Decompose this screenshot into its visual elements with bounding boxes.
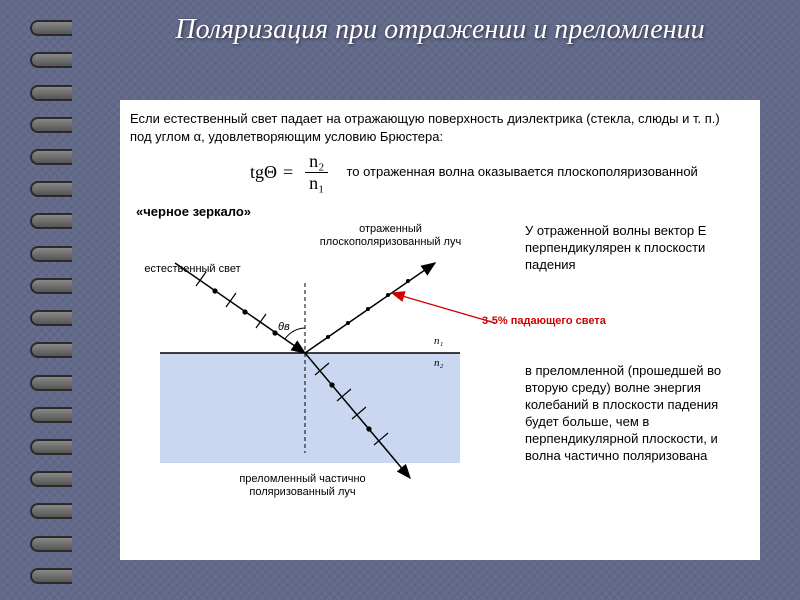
brewster-formula: tgΘ = n₂ n₁: [250, 151, 328, 194]
refracted-label: преломленный частично поляризованный луч: [220, 473, 385, 498]
diagram-area: естественный свет отраженный плоскополяр…: [130, 223, 744, 523]
slide-title: Поляризация при отражении и преломлении: [120, 14, 760, 46]
black-mirror-label: «черное зеркало»: [136, 204, 744, 219]
reflected-side-note: У отраженной волны вектор Е перпендикуля…: [525, 223, 750, 274]
theta-label: θв: [278, 321, 290, 334]
intro-text: Если естественный свет падает на отражаю…: [130, 110, 744, 145]
formula-num: n₂: [305, 151, 328, 173]
formula-den: n₁: [305, 173, 328, 194]
n1-label: n₁: [434, 335, 443, 348]
notebook-binding: [30, 0, 80, 600]
formula-lhs: tgΘ: [250, 162, 277, 183]
n2-label: n₂: [434, 357, 443, 370]
formula-row: tgΘ = n₂ n₁ то отраженная волна оказывае…: [250, 151, 744, 194]
incident-label: естественный свет: [140, 263, 245, 276]
reflected-label: отраженный плоскополяризованный луч: [308, 223, 473, 248]
red-percent-note: 3-5% падающего света: [482, 315, 606, 327]
formula-note: то отраженная волна оказывается плоскопо…: [346, 164, 697, 181]
refracted-side-note: в преломленной (прошедшей во вторую сред…: [525, 363, 750, 464]
content-card: Если естественный свет падает на отражаю…: [120, 100, 760, 560]
